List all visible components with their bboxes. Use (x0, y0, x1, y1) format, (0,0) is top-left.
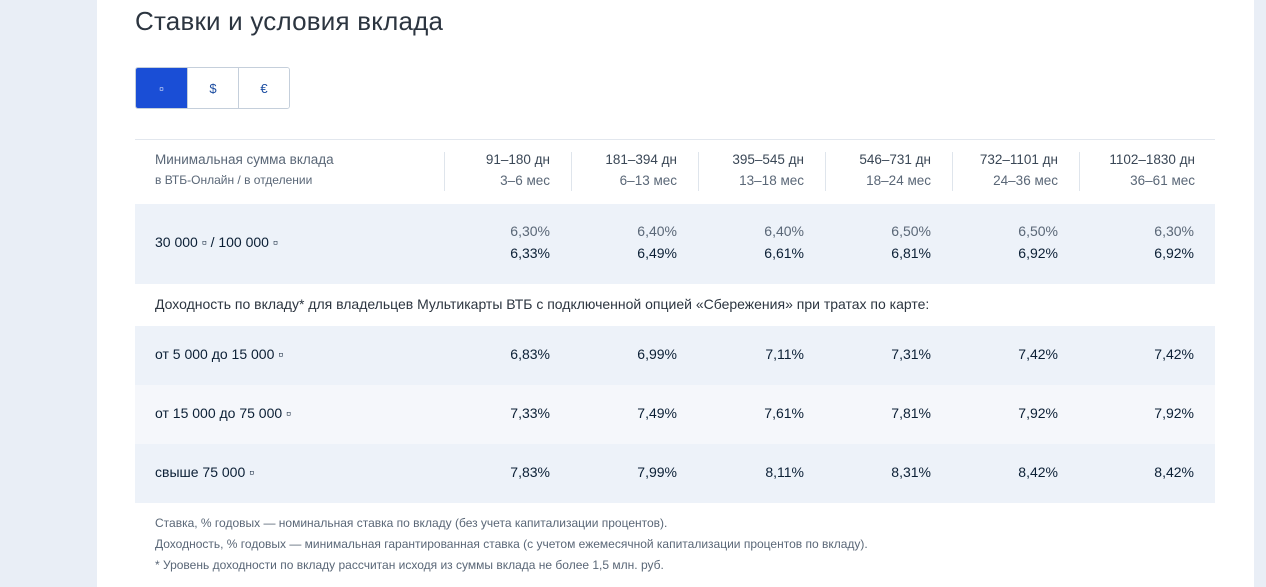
rate-cell: 6,30% (1154, 223, 1194, 239)
footnote-limit: * Уровень доходности по вкладу рассчитан… (155, 558, 664, 572)
table-row: 30 000 ▫ / 100 000 ▫ 6,30% 6,33% 6,40% 6… (135, 204, 1215, 284)
term-days: 181–394 дн (605, 152, 677, 167)
multicard-note: Доходность по вкладу* для владельцев Мул… (155, 296, 930, 312)
column-divider (952, 152, 953, 191)
table-row: от 15 000 до 75 000 ▫ 7,33% 7,49% 7,61% … (135, 385, 1215, 444)
tier-label: от 5 000 до 15 000 ▫ (155, 346, 284, 362)
tier-label: от 15 000 до 75 000 ▫ (155, 405, 292, 421)
footnote-yield: Доходность, % годовых — минимальная гара… (155, 537, 868, 551)
tier-yield-cell: 8,31% (891, 464, 931, 480)
currency-tab-usd[interactable]: $ (187, 68, 238, 108)
term-months: 3–6 мес (500, 173, 550, 188)
tier-yield-cell: 6,99% (637, 346, 677, 362)
tier-yield-cell: 8,11% (765, 464, 804, 480)
min-amount-header-title: Минимальная сумма вклада (155, 152, 334, 167)
term-months: 13–18 мес (739, 173, 804, 188)
rate-cell: 6,50% (891, 223, 931, 239)
term-days: 1102–1830 дн (1109, 152, 1195, 167)
column-divider (698, 152, 699, 191)
term-header-3: 395–545 дн 13–18 мес (689, 152, 804, 188)
column-divider (825, 152, 826, 191)
tier-yield-cell: 7,61% (764, 405, 804, 421)
min-amount-header: Минимальная сумма вклада в ВТБ-Онлайн / … (155, 152, 334, 187)
tier-yield-cell: 7,31% (891, 346, 931, 362)
term-months: 36–61 мес (1130, 173, 1195, 188)
yield-cell: 6,92% (1018, 245, 1058, 261)
term-months: 24–36 мес (993, 173, 1058, 188)
tier-yield-cell: 7,99% (637, 464, 677, 480)
term-days: 732–1101 дн (979, 152, 1058, 167)
tier-yield-cell: 7,33% (510, 405, 550, 421)
tier-yield-cell: 8,42% (1154, 464, 1194, 480)
min-amount-header-subtitle: в ВТБ-Онлайн / в отделении (155, 173, 313, 187)
footnotes: Ставка, % годовых — номинальная ставка п… (155, 513, 868, 576)
term-header-1: 91–180 дн 3–6 мес (435, 152, 550, 188)
term-header-4: 546–731 дн 18–24 мес (816, 152, 931, 188)
yield-cell: 6,61% (764, 245, 804, 261)
yield-cell: 6,33% (510, 245, 550, 261)
term-header-6: 1102–1830 дн 36–61 мес (1080, 152, 1195, 188)
deposit-rates-card: Ставки и условия вклада ▫ $ € Минимальна… (97, 0, 1254, 587)
rate-cell: 6,40% (637, 223, 677, 239)
table-row: от 5 000 до 15 000 ▫ 6,83% 6,99% 7,11% 7… (135, 326, 1215, 385)
tier-label: свыше 75 000 ▫ (155, 464, 255, 480)
rate-cell: 6,30% (510, 223, 550, 239)
tier-yield-cell: 7,42% (1018, 346, 1058, 362)
tier-yield-cell: 7,49% (637, 405, 677, 421)
tier-yield-cell: 7,81% (891, 405, 931, 421)
rate-cell: 6,50% (1018, 223, 1058, 239)
tier-yield-cell: 7,83% (510, 464, 550, 480)
column-divider (571, 152, 572, 191)
term-header-2: 181–394 дн 6–13 мес (562, 152, 677, 188)
term-days: 91–180 дн (485, 152, 550, 167)
term-days: 546–731 дн (859, 152, 931, 167)
min-amount-value: 30 000 ▫ / 100 000 ▫ (155, 234, 278, 250)
term-months: 18–24 мес (866, 173, 931, 188)
table-top-divider (135, 139, 1215, 140)
multicard-note-row: Доходность по вкладу* для владельцев Мул… (135, 284, 1215, 326)
tier-yield-cell: 7,92% (1154, 405, 1194, 421)
tier-yield-cell: 7,92% (1018, 405, 1058, 421)
yield-cell: 6,92% (1154, 245, 1194, 261)
tier-yield-cell: 7,42% (1154, 346, 1194, 362)
rate-cell: 6,40% (764, 223, 804, 239)
currency-tab-rub[interactable]: ▫ (136, 68, 187, 108)
rates-table: Минимальная сумма вклада в ВТБ-Онлайн / … (135, 140, 1215, 503)
yield-cell: 6,81% (891, 245, 931, 261)
column-divider (444, 152, 445, 191)
currency-switcher: ▫ $ € (135, 67, 290, 109)
tier-yield-cell: 7,11% (765, 346, 804, 362)
tier-yield-cell: 8,42% (1018, 464, 1058, 480)
yield-cell: 6,49% (637, 245, 677, 261)
table-header-row: Минимальная сумма вклада в ВТБ-Онлайн / … (135, 140, 1215, 204)
term-days: 395–545 дн (732, 152, 804, 167)
term-header-5: 732–1101 дн 24–36 мес (943, 152, 1058, 188)
table-row: свыше 75 000 ▫ 7,83% 7,99% 8,11% 8,31% 8… (135, 444, 1215, 503)
tier-yield-cell: 6,83% (510, 346, 550, 362)
term-months: 6–13 мес (619, 173, 677, 188)
page-title: Ставки и условия вклада (135, 6, 444, 36)
currency-tab-eur[interactable]: € (238, 68, 289, 108)
column-divider (1079, 152, 1080, 191)
footnote-rate: Ставка, % годовых — номинальная ставка п… (155, 516, 668, 530)
